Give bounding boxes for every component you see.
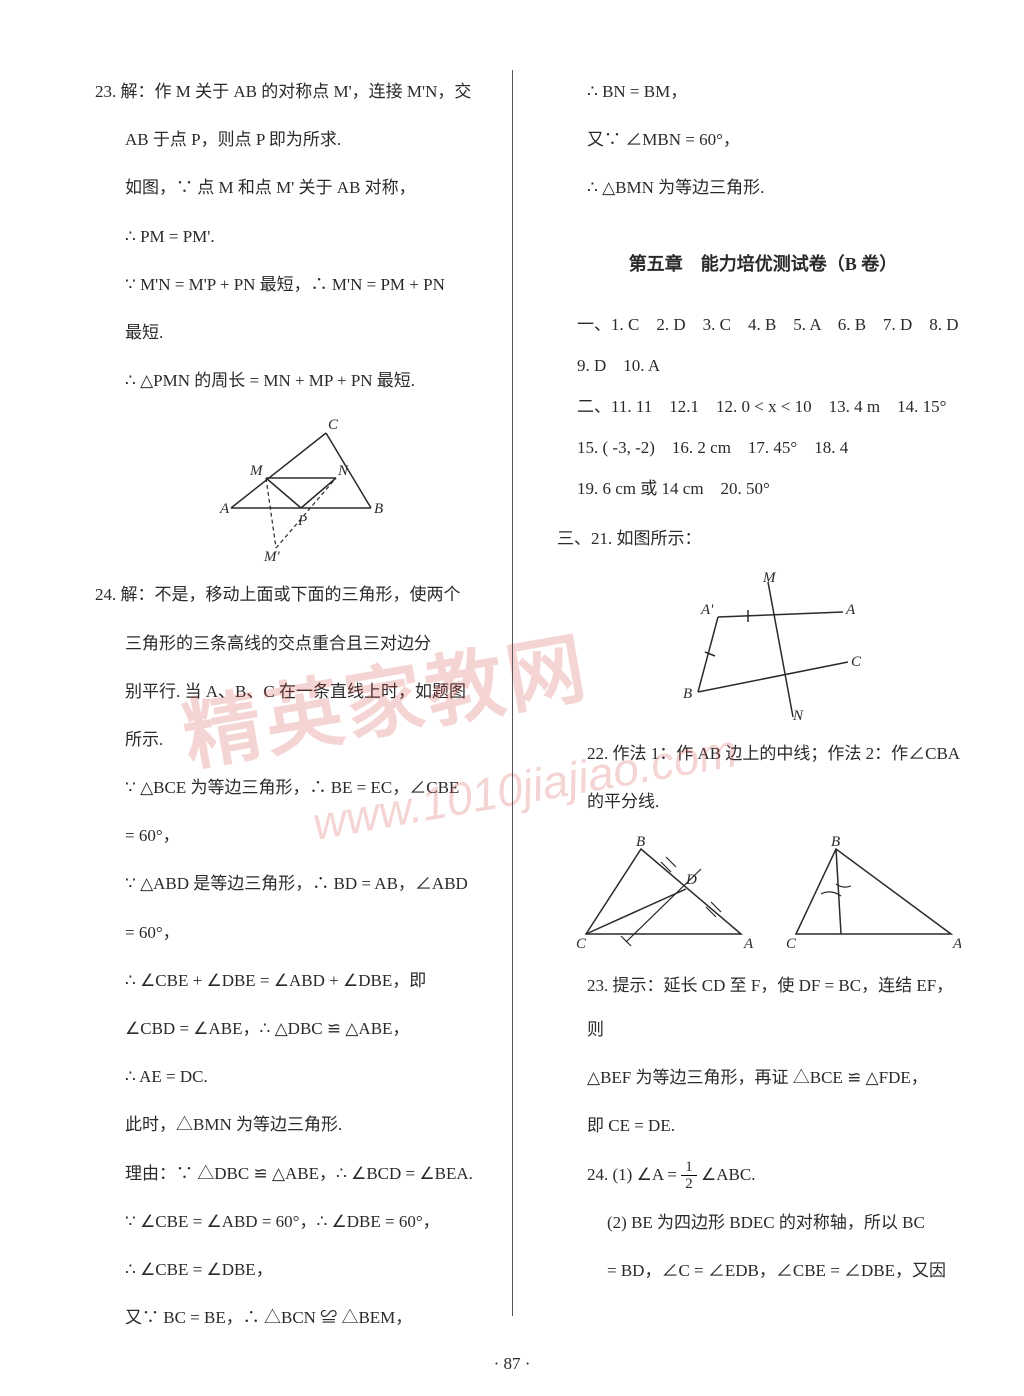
q23r-line: △BEF 为等边三角形，再证 △BCE ≌ △FDE，: [557, 1056, 969, 1100]
section1-answers: 9. D 10. A: [557, 346, 969, 387]
chapter-title: 第五章 能力培优测试卷（B 卷）: [557, 241, 969, 288]
left-column: 23. 解：作 M 关于 AB 的对称点 M'，连接 M'N，交 AB 于点 P…: [95, 70, 532, 1356]
q24r-line: 24. (1) ∠A = 1 2 ∠ABC.: [557, 1153, 969, 1197]
column-divider: [512, 70, 513, 1316]
svg-text:C: C: [851, 654, 862, 670]
svg-text:A: A: [952, 936, 961, 952]
section-header: 一、: [577, 315, 611, 334]
cont-line: ∴ BN = BM，: [557, 70, 969, 114]
svg-text:P: P: [297, 513, 307, 529]
figure-22: C B A D C B A: [557, 834, 969, 954]
q24r-line: (2) BE 为四边形 BDEC 的对称轴，所以 BC: [557, 1201, 969, 1245]
q23-line: ∵ M'N = M'P + PN 最短，∴ M'N = PM + PN: [95, 263, 507, 307]
q24-line: ∴ ∠CBE = ∠DBE，: [95, 1248, 507, 1292]
q24r-text: 24. (1) ∠A =: [587, 1165, 681, 1184]
page: 精英家教网 www.1010jiajiao.com 23. 解：作 M 关于 A…: [0, 0, 1024, 1396]
svg-text:M: M: [762, 572, 777, 586]
svg-text:B: B: [831, 834, 840, 850]
q24-line: ∵ ∠CBE = ∠ABD = 60°，∴ ∠DBE = 60°，: [95, 1200, 507, 1244]
tri2-svg: C B A: [781, 834, 961, 954]
cont-line: 又∵ ∠MBN = 60°，: [557, 118, 969, 162]
svg-text:C: C: [576, 936, 587, 952]
section-header: 二、: [577, 397, 611, 416]
triangle-svg: A B C M N P M': [206, 413, 396, 563]
svg-text:M': M': [263, 549, 280, 563]
svg-text:A': A': [700, 602, 714, 618]
answer-text: 11. 11 12.1 12. 0 < x < 10 13. 4 m 14. 1…: [611, 397, 946, 416]
svg-text:A: A: [845, 602, 856, 618]
section2-line: 19. 6 cm 或 14 cm 20. 50°: [557, 469, 969, 510]
frac-den: 2: [681, 1176, 697, 1193]
cont-line: ∴ △BMN 为等边三角形.: [557, 166, 969, 210]
svg-text:A: A: [743, 936, 754, 952]
svg-text:B: B: [636, 834, 645, 850]
svg-text:A: A: [219, 501, 230, 517]
q23-line: 最短.: [95, 311, 507, 355]
svg-text:N: N: [792, 708, 804, 722]
figure-23: A B C M N P M': [95, 413, 507, 563]
q24-line: ∠CBD = ∠ABE，∴ △DBC ≌ △ABE，: [95, 1007, 507, 1051]
svg-text:B: B: [374, 501, 383, 517]
q23r-line: 23. 提示：延长 CD 至 F，使 DF = BC，连结 EF，则: [557, 964, 969, 1052]
q23-line: 23. 解：作 M 关于 AB 的对称点 M'，连接 M'N，交: [95, 70, 507, 114]
q22-line: 的平分线.: [557, 780, 969, 824]
section-header: 三、: [557, 529, 591, 548]
q24-line: ∴ ∠CBE + ∠DBE = ∠ABD + ∠DBE，即: [95, 959, 507, 1003]
section2-line: 15. ( -3, -2) 16. 2 cm 17. 45° 18. 4: [557, 428, 969, 469]
q24-line: 理由：∵ △DBC ≌ △ABE，∴ ∠BCD = ∠BEA.: [95, 1152, 507, 1196]
svg-text:C: C: [328, 417, 339, 433]
q24-line: ∵ △BCE 为等边三角形，∴ BE = EC，∠CBE: [95, 766, 507, 810]
figure-21: M A A' C B N: [557, 572, 969, 722]
q24-line: ∵ △ABD 是等边三角形，∴ BD = AB，∠ABD: [95, 862, 507, 906]
svg-text:B: B: [683, 686, 692, 702]
q24r-text: ∠ABC.: [701, 1165, 755, 1184]
page-number: · 87 ·: [0, 1354, 1024, 1374]
svg-text:C: C: [786, 936, 797, 952]
q24-line: = 60°，: [95, 911, 507, 955]
q24-line: 所示.: [95, 718, 507, 762]
q21-text: 21. 如图所示：: [591, 529, 702, 548]
lines-svg: M A A' C B N: [663, 572, 863, 722]
q22-line: 22. 作法 1：作 AB 边上的中线；作法 2：作∠CBA: [557, 732, 969, 776]
q21-line: 三、21. 如图所示：: [557, 517, 969, 561]
q24-line: 别平行. 当 A、B、C 在一条直线上时，如题图: [95, 670, 507, 714]
q24-line: = 60°，: [95, 814, 507, 858]
answer-text: 1. C 2. D 3. C 4. B 5. A 6. B 7. D 8. D: [611, 315, 959, 334]
q24-line: 三角形的三条高线的交点重合且三对边分: [95, 622, 507, 666]
svg-text:N: N: [337, 463, 349, 479]
q23-line: ∴ PM = PM'.: [95, 215, 507, 259]
right-column: ∴ BN = BM， 又∵ ∠MBN = 60°， ∴ △BMN 为等边三角形.…: [532, 70, 969, 1356]
svg-text:D: D: [685, 872, 697, 888]
section2-line: 二、11. 11 12.1 12. 0 < x < 10 13. 4 m 14.…: [557, 387, 969, 428]
q23-line: 如图，∵ 点 M 和点 M' 关于 AB 对称，: [95, 166, 507, 210]
q23-line: AB 于点 P，则点 P 即为所求.: [95, 118, 507, 162]
svg-text:M: M: [249, 463, 264, 479]
q24-line: 又∵ BC = BE，∴ △BCN ≌ △BEM，: [95, 1296, 507, 1340]
q24-line: ∴ AE = DC.: [95, 1055, 507, 1099]
fraction: 1 2: [681, 1159, 697, 1193]
q23r-line: 即 CE = DE.: [557, 1104, 969, 1148]
q23-line: ∴ △PMN 的周长 = MN + MP + PN 最短.: [95, 359, 507, 403]
q24-line: 此时，△BMN 为等边三角形.: [95, 1103, 507, 1147]
frac-num: 1: [681, 1159, 697, 1177]
q24r-line: = BD，∠C = ∠EDB，∠CBE = ∠DBE，又因: [557, 1249, 969, 1293]
section1-answers: 一、1. C 2. D 3. C 4. B 5. A 6. B 7. D 8. …: [557, 305, 969, 346]
q24-line: 24. 解：不是，移动上面或下面的三角形，使两个: [95, 573, 507, 617]
tri1-svg: C B A D: [566, 834, 756, 954]
